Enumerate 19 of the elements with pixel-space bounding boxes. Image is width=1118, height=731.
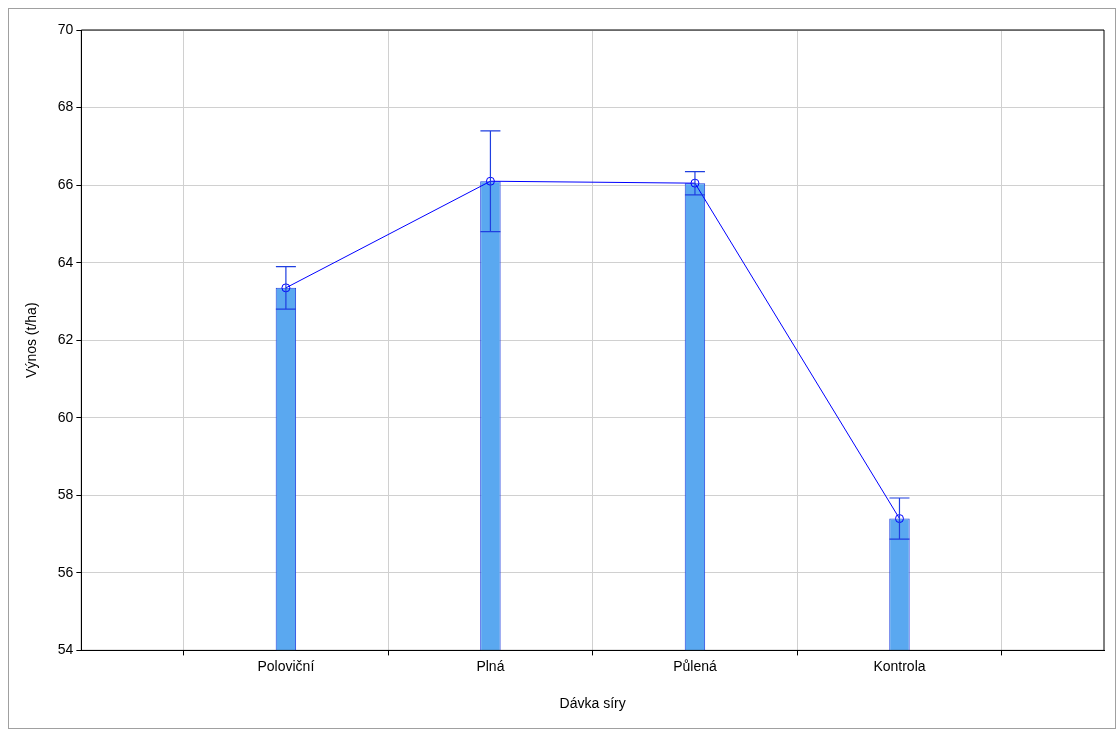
y-tick-label: 70 — [57, 20, 74, 37]
y-tick-label: 56 — [57, 563, 74, 580]
y-tick-label: 60 — [57, 408, 74, 425]
x-tick-label: Kontrola — [873, 657, 926, 674]
point — [485, 176, 495, 186]
y-tick-label: 66 — [57, 175, 74, 192]
y-tick-label: 68 — [57, 98, 74, 115]
point — [281, 283, 291, 293]
y-tick-label: 64 — [57, 253, 74, 270]
y-tick-label: 58 — [57, 486, 74, 503]
y-tick-label: 54 — [57, 641, 74, 658]
point — [690, 178, 700, 188]
x-tick-label: Plná — [476, 657, 505, 674]
x-tick-label: Půlená — [673, 657, 717, 674]
y-axis-title: Výnos (t/ha) — [23, 302, 40, 378]
y-tick-label: 62 — [57, 331, 74, 348]
point — [894, 514, 904, 524]
x-axis-title: Dávka síry — [559, 695, 626, 712]
x-tick-label: Poloviční — [257, 657, 315, 674]
